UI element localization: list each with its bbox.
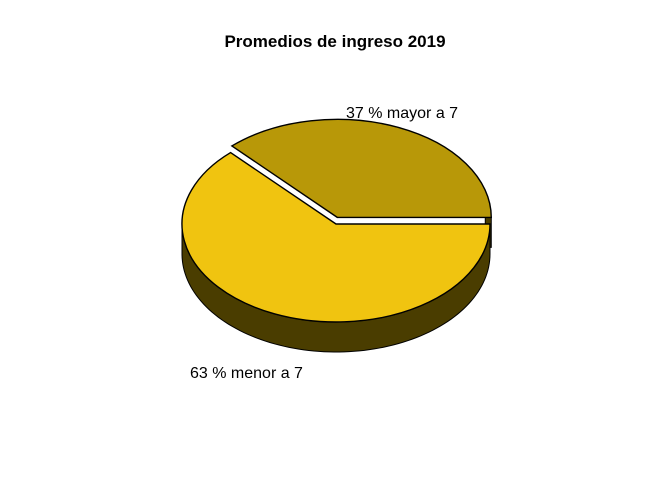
slice-label-mayor: 37 % mayor a 7 xyxy=(346,105,458,122)
chart-title: Promedios de ingreso 2019 xyxy=(224,32,445,51)
slice-tops-layer xyxy=(181,118,492,323)
pie-slice-0 xyxy=(230,118,492,219)
slice-label-menor: 63 % menor a 7 xyxy=(190,365,303,382)
pie-slice-1 xyxy=(181,151,491,323)
